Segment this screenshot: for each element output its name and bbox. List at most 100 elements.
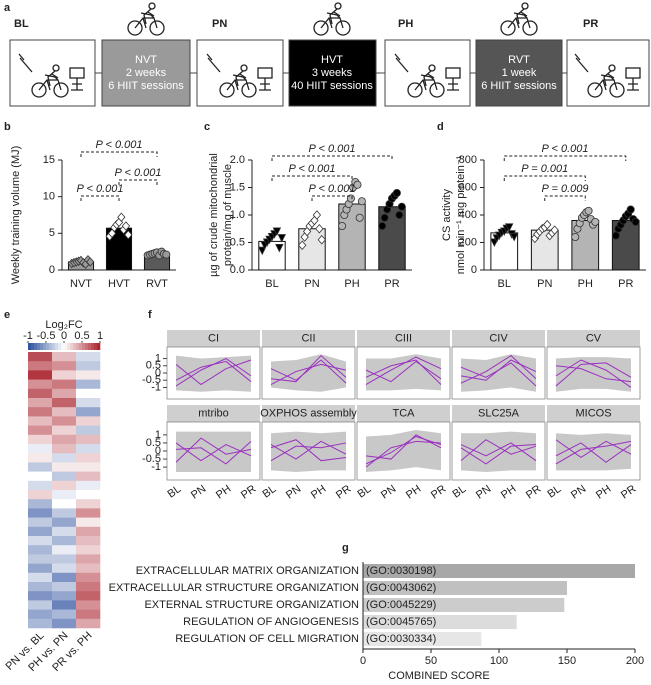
facet-title: TCA: [393, 407, 416, 419]
heatmap-cell: [28, 388, 53, 399]
heatmap-cell: [52, 572, 77, 583]
heatmap-cell: [76, 572, 101, 583]
significance-label: P < 0.001: [77, 183, 124, 195]
training-block: [101, 39, 191, 107]
data-point: [626, 205, 635, 214]
y-axis-label: CS activity: [441, 189, 453, 241]
x-tick-label: PH: [404, 483, 423, 502]
profile-line: [555, 365, 632, 383]
colorbar-step: [82, 343, 86, 350]
heatmap-cell: [52, 352, 77, 362]
x-tick-label: PN: [474, 483, 493, 502]
heatmap-cell: [76, 526, 101, 537]
colorbar-step: [76, 343, 80, 350]
significance-bracket: [80, 151, 158, 157]
category-label: EXTERNAL STRUCTURE ORGANIZATION: [144, 599, 359, 611]
heatmap-cell: [76, 388, 101, 399]
phase-label: PH: [398, 18, 413, 30]
x-tick-label: PN: [189, 483, 208, 502]
y-tick-label: 10: [43, 191, 55, 203]
colorbar-step: [37, 343, 41, 350]
significance-bracket: [544, 195, 586, 201]
y-tick-label: 0.5: [146, 437, 161, 449]
y-tick-label: 0: [155, 445, 161, 457]
heatmap-cell: [52, 444, 77, 454]
heatmap-cell: [28, 508, 53, 518]
colorbar-step: [43, 343, 47, 350]
x-axis-label: COMBINED SCORE: [388, 670, 489, 682]
profile-line: [270, 439, 347, 462]
heatmap-cell: [76, 609, 101, 620]
y-tick-label: 1.5: [230, 181, 245, 193]
y-axis-label: µg of crude mitochondrial: [208, 153, 220, 277]
colorbar-step: [31, 343, 35, 350]
heatmap-cell: [52, 582, 77, 592]
colorbar-step: [97, 343, 101, 350]
colorbar-step: [88, 343, 92, 350]
range-band: [176, 355, 251, 392]
y-tick-label: 1.0: [230, 209, 245, 221]
profile-line: [270, 363, 347, 385]
y-tick-label: 0: [155, 367, 161, 379]
bar: [363, 598, 565, 612]
training-block: [288, 39, 377, 107]
heatmap-cell: [28, 563, 53, 574]
heatmap-cell: [52, 499, 77, 509]
go-id: (GO:0043062): [366, 582, 436, 594]
heatmap-cell: [28, 517, 53, 528]
colorbar-step: [91, 343, 95, 350]
profile-line: [365, 359, 442, 385]
heatmap-cell: [52, 416, 77, 426]
heatmap-cell: [52, 480, 77, 491]
heatmap-cell: [76, 352, 101, 362]
profile-line: [555, 439, 632, 459]
profile-line: [365, 356, 442, 385]
x-tick-label: NVT: [70, 278, 92, 290]
significance-bracket: [271, 175, 353, 181]
profile-line: [175, 440, 252, 465]
heatmap-cell: [76, 536, 101, 546]
y-tick-label: 0.5: [230, 236, 245, 248]
heatmap-cell: [52, 536, 77, 546]
profile-line: [270, 359, 347, 384]
heatmap-cell: [28, 398, 53, 408]
heatmap-cell: [28, 361, 53, 371]
heatmap-cell: [76, 471, 101, 482]
facet-title: SLC25A: [478, 407, 520, 419]
heatmap-cell: [28, 462, 53, 472]
x-tick-label: PR: [334, 483, 353, 502]
heatmap-cell: [52, 370, 77, 380]
colorbar-tick-label: -1: [23, 330, 33, 342]
facet-header: [167, 405, 260, 422]
x-tick-label: PR: [618, 278, 633, 290]
heatmap-cell: [52, 471, 77, 482]
heatmap-cell: [28, 416, 53, 426]
heatmap-cell: [28, 352, 53, 362]
data-point: [392, 188, 401, 197]
y-tick-label: 1: [155, 429, 161, 441]
data-point: [611, 231, 620, 240]
heatmap-cell: [28, 480, 53, 491]
data-point: [378, 221, 387, 230]
data-point: [257, 246, 267, 256]
heatmap-cell: [28, 425, 53, 436]
significance-label: P < 0.001: [289, 163, 336, 175]
heatmap-cell: [28, 545, 53, 555]
significance-label: P < 0.001: [96, 139, 143, 151]
significance-label: P < 0.001: [115, 167, 162, 179]
x-tick-label: 150: [558, 655, 576, 667]
heatmap-cell: [28, 582, 53, 592]
data-point: [298, 240, 307, 250]
significance-label: P = 0.001: [521, 163, 568, 175]
facet-header: [262, 405, 355, 422]
data-point: [346, 194, 355, 203]
data-point: [275, 243, 284, 253]
x-tick-label: PN: [304, 278, 319, 290]
heatmap-cell: [52, 453, 77, 463]
profile-line: [460, 362, 537, 387]
data-point: [395, 210, 404, 219]
heatmap-cell: [28, 572, 53, 583]
y-tick-label: -0.5: [142, 374, 161, 386]
colorbar-step: [52, 343, 56, 350]
